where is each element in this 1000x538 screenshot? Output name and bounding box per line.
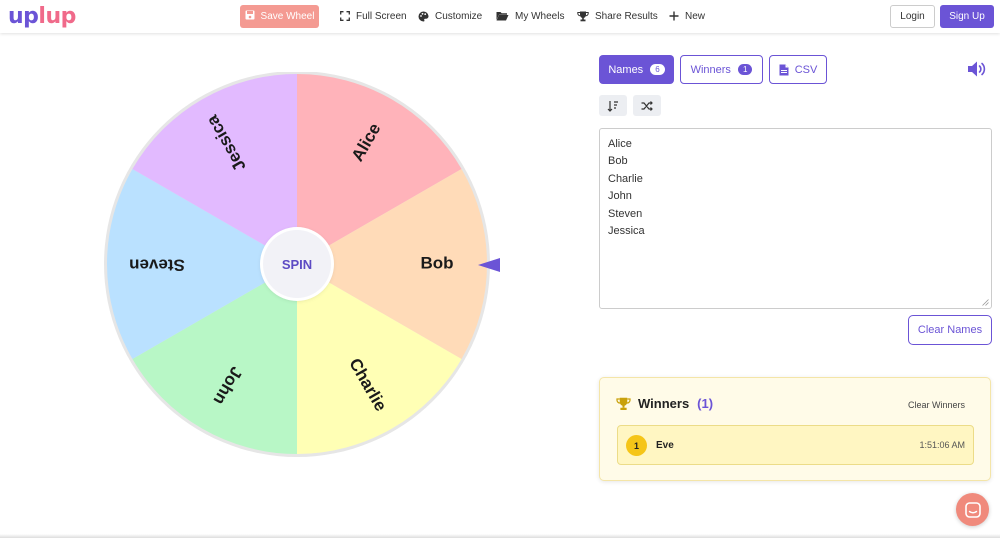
my-wheels-label: My Wheels xyxy=(515,10,565,22)
chat-icon xyxy=(964,501,981,518)
new-label: New xyxy=(685,10,706,22)
wheel-area: Alice Bob Charlie John Steven Jessica SPIN xyxy=(100,72,500,464)
wheel-segment xyxy=(297,169,487,359)
save-wheel-button[interactable]: Save Wheel xyxy=(240,5,319,28)
trophy-icon xyxy=(616,397,631,411)
shuffle-button[interactable] xyxy=(633,95,661,116)
winner-name: Eve xyxy=(656,440,674,451)
bottom-edge xyxy=(0,534,1000,538)
name-entry: Jessica xyxy=(608,225,645,238)
share-results-button[interactable]: Share Results xyxy=(577,5,658,27)
tab-names[interactable]: Names 6 xyxy=(599,55,674,84)
winner-time: 1:51:06 AM xyxy=(919,440,965,450)
folder-open-icon xyxy=(496,11,509,21)
login-button[interactable]: Login xyxy=(890,5,935,28)
tab-csv-label: CSV xyxy=(794,63,818,76)
wheel-segment xyxy=(297,74,462,264)
csv-file-icon xyxy=(779,64,789,76)
name-entry: Bob xyxy=(608,155,628,168)
plus-icon xyxy=(669,11,679,21)
names-count-badge: 6 xyxy=(650,64,665,75)
shuffle-icon xyxy=(641,100,653,111)
customize-label: Customize xyxy=(435,10,483,22)
winner-row: 1 Eve 1:51:06 AM xyxy=(617,425,974,465)
resize-handle-icon[interactable] xyxy=(982,299,989,306)
clear-names-button[interactable]: Clear Names xyxy=(908,315,992,345)
names-textarea[interactable]: Alice Bob Charlie John Steven Jessica xyxy=(599,128,992,309)
tab-names-label: Names xyxy=(608,63,644,76)
spin-button[interactable]: SPIN xyxy=(263,230,331,298)
palette-icon xyxy=(418,10,429,22)
wheel-segment xyxy=(132,264,297,454)
sort-icon xyxy=(607,100,618,112)
winners-count-badge: 1 xyxy=(737,64,753,75)
logo[interactable]: uplup xyxy=(8,4,76,29)
signup-button[interactable]: Sign Up xyxy=(940,5,994,28)
name-entry: Alice xyxy=(608,138,632,150)
my-wheels-button[interactable]: My Wheels xyxy=(496,5,564,27)
save-wheel-label: Save Wheel xyxy=(260,11,315,22)
save-icon xyxy=(245,10,255,23)
tab-winners-label: Winners xyxy=(690,63,731,76)
wheel-segment-label: Steven xyxy=(129,256,185,275)
wheel-segment-label: Bob xyxy=(420,253,453,272)
winners-title: Winners xyxy=(638,396,690,411)
volume-icon xyxy=(968,61,986,77)
customize-button[interactable]: Customize xyxy=(418,5,482,27)
top-navbar: uplup Save Wheel Full Screen Customize M… xyxy=(0,0,1000,33)
clear-winners-button[interactable]: Clear Winners xyxy=(907,400,965,410)
trophy-icon xyxy=(577,11,589,22)
winners-count: (1) xyxy=(697,396,714,411)
full-screen-label: Full Screen xyxy=(356,10,407,22)
tab-csv[interactable]: CSV xyxy=(769,55,827,84)
wheel-segment xyxy=(297,264,462,454)
expand-icon xyxy=(340,11,350,21)
new-button[interactable]: New xyxy=(669,5,705,27)
share-results-label: Share Results xyxy=(595,10,658,22)
tab-winners[interactable]: Winners 1 xyxy=(680,55,763,84)
chat-widget-button[interactable] xyxy=(956,493,989,526)
wheel-segment xyxy=(107,169,297,359)
name-entry: Steven xyxy=(608,207,643,220)
wheel-segment xyxy=(132,74,297,264)
sort-button[interactable] xyxy=(599,95,627,116)
winners-panel: Winners (1) Clear Winners 1 Eve 1:51:06 … xyxy=(599,377,991,481)
name-entry: Charlie xyxy=(608,172,643,185)
wheel-pointer xyxy=(478,258,500,272)
winner-rank-badge: 1 xyxy=(626,435,647,456)
winners-heading: Winners (1) xyxy=(616,396,713,411)
full-screen-button[interactable]: Full Screen xyxy=(340,5,407,27)
sound-toggle-button[interactable] xyxy=(966,60,988,78)
name-entry: John xyxy=(608,190,632,203)
